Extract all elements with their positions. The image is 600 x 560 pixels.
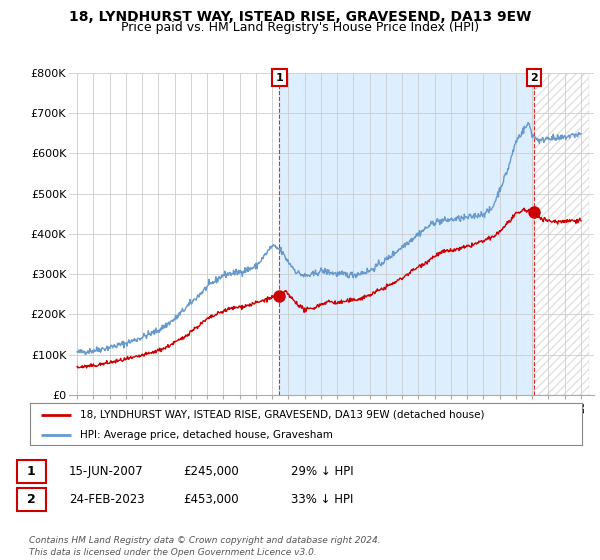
Text: £245,000: £245,000	[183, 465, 239, 478]
Text: 24-FEB-2023: 24-FEB-2023	[69, 493, 145, 506]
Text: 2: 2	[27, 493, 35, 506]
Text: HPI: Average price, detached house, Gravesham: HPI: Average price, detached house, Grav…	[80, 430, 332, 440]
Text: 29% ↓ HPI: 29% ↓ HPI	[291, 465, 353, 478]
Text: 18, LYNDHURST WAY, ISTEAD RISE, GRAVESEND, DA13 9EW: 18, LYNDHURST WAY, ISTEAD RISE, GRAVESEN…	[69, 10, 531, 24]
Text: 18, LYNDHURST WAY, ISTEAD RISE, GRAVESEND, DA13 9EW (detached house): 18, LYNDHURST WAY, ISTEAD RISE, GRAVESEN…	[80, 410, 484, 420]
Bar	[280, 73, 534, 395]
Text: 1: 1	[27, 465, 35, 478]
Text: 1: 1	[275, 73, 283, 83]
Bar	[534, 73, 589, 395]
Text: 2: 2	[530, 73, 538, 83]
Text: 15-JUN-2007: 15-JUN-2007	[69, 465, 143, 478]
Text: Price paid vs. HM Land Registry's House Price Index (HPI): Price paid vs. HM Land Registry's House …	[121, 21, 479, 34]
Text: 33% ↓ HPI: 33% ↓ HPI	[291, 493, 353, 506]
Text: £453,000: £453,000	[183, 493, 239, 506]
Text: Contains HM Land Registry data © Crown copyright and database right 2024.
This d: Contains HM Land Registry data © Crown c…	[29, 536, 380, 557]
